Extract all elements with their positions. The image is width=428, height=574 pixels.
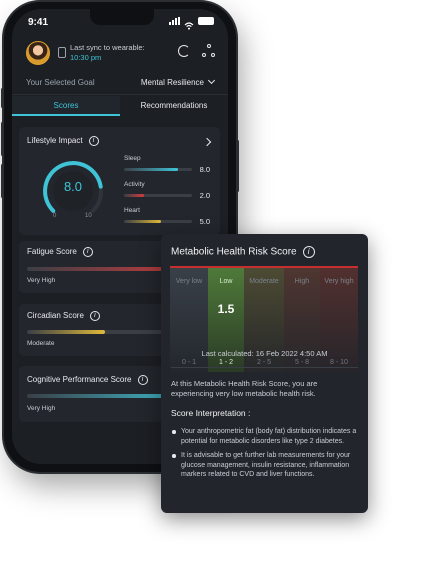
risk-segment-range: 8 - 10	[330, 359, 348, 366]
selected-goal-row: Your Selected Goal Mental Resilience	[12, 75, 228, 95]
gauge-value: 8.0	[63, 179, 83, 194]
circadian-score-title: Circadian Score i	[27, 311, 100, 321]
panel-title-label: Metabolic Health Risk Score	[171, 246, 297, 258]
interpretation-item: It is advisable to get further lab measu…	[171, 451, 358, 480]
score-fill	[27, 330, 105, 334]
metric-track	[124, 194, 192, 197]
notch	[90, 9, 154, 25]
wifi-icon	[184, 17, 194, 30]
divider	[171, 367, 358, 368]
risk-segment-name: Very low	[175, 278, 203, 285]
risk-segment-name: High	[294, 278, 310, 285]
circadian-score-bar	[27, 330, 212, 334]
info-icon[interactable]: i	[302, 246, 315, 258]
score-fill	[27, 394, 198, 398]
metric-fill	[124, 220, 162, 223]
metric-fill	[124, 194, 145, 197]
circadian-score-level: Moderate	[27, 340, 55, 347]
fatigue-score-level: Very High	[27, 277, 56, 284]
risk-segment-low[interactable]: Low 1.5 1 - 2	[208, 268, 244, 372]
risk-segment-high[interactable]: High 5 - 8	[284, 268, 320, 372]
metric-fill	[124, 168, 179, 171]
interpretation-list: Your anthropometric fat (body fat) distr…	[171, 427, 358, 485]
fatigue-score-label: Fatigue Score	[27, 247, 77, 257]
tab-scores[interactable]: Scores	[12, 96, 120, 116]
gauge-min-label: 0	[53, 213, 57, 219]
metric-sleep: Sleep 8.0	[124, 155, 210, 177]
fatigue-score-title: Fatigue Score i	[27, 247, 93, 257]
battery-icon	[198, 17, 214, 25]
risk-segment-very-high[interactable]: Very high 8 - 10	[320, 268, 358, 372]
sync-label: Last sync to wearable:	[70, 43, 145, 52]
risk-summary: At this Metabolic Health Risk Score, you…	[171, 379, 318, 398]
goal-dropdown[interactable]: Mental Resilience	[140, 76, 216, 87]
metric-label: Sleep	[124, 155, 141, 162]
risk-segment-name: Low	[219, 278, 233, 285]
cognitive-performance-score-level: Very High	[27, 405, 56, 412]
metric-activity: Activity 2.0	[124, 181, 210, 203]
cognitive-performance-score-label: Cognitive Performance Score	[27, 375, 132, 385]
tab-recommendations[interactable]: Recommendations	[140, 101, 208, 110]
risk-segment-name: Very high	[324, 278, 354, 285]
avatar[interactable]	[26, 41, 50, 65]
lifestyle-impact-label: Lifestyle Impact	[27, 136, 83, 146]
risk-segment-name: Moderate	[249, 278, 279, 285]
panel-title: Metabolic Health Risk Score i	[171, 246, 315, 258]
gauge-arc	[43, 161, 103, 213]
phone-volume-down-button	[1, 164, 4, 198]
score-fill	[27, 267, 198, 271]
interpretation-item: Your anthropometric fat (body fat) distr…	[171, 427, 358, 446]
metric-value: 5.0	[199, 217, 210, 226]
metric-label: Heart	[124, 207, 140, 214]
sync-time: 10:30 pm	[70, 53, 102, 62]
status-time: 9:41	[28, 17, 49, 28]
info-icon[interactable]: i	[137, 375, 148, 385]
gauge-max-label: 10	[85, 213, 92, 219]
risk-scale: Very low 0 - 1 Low 1.5 1 - 2 Moderate 2 …	[170, 266, 358, 372]
phone-power-button	[236, 140, 239, 192]
info-icon[interactable]: i	[88, 136, 99, 146]
risk-segment-moderate[interactable]: Moderate 2 - 5	[244, 268, 284, 372]
cognitive-performance-score-bar	[27, 394, 212, 398]
metric-heart: Heart 5.0	[124, 207, 210, 229]
last-calculated: Last calculated: 16 Feb 2022 4:50 AM	[201, 349, 328, 358]
cellular-signal-icon	[169, 17, 180, 25]
wearable-watch-icon	[58, 47, 66, 58]
cognitive-performance-score-title: Cognitive Performance Score i	[27, 375, 148, 385]
lifestyle-impact-card[interactable]: Lifestyle Impact i 8.0 0 10 Sleep 8.0 Act…	[19, 127, 220, 235]
app-header: Last sync to wearable: 10:30 pm	[24, 39, 218, 67]
metric-track	[124, 220, 192, 223]
circadian-score-label: Circadian Score	[27, 311, 84, 321]
chevron-down-icon	[207, 76, 216, 85]
lifestyle-gauge: 8.0 0 10	[39, 157, 107, 219]
risk-segment-range: 1 - 2	[218, 359, 233, 366]
status-bar: 9:41	[12, 9, 228, 33]
phone-side-button	[1, 88, 4, 108]
risk-segment-very-low[interactable]: Very low 0 - 1	[170, 268, 208, 372]
goal-value: Mental Resilience	[140, 78, 204, 87]
risk-segment-range: 0 - 1	[181, 359, 196, 366]
lifestyle-impact-title: Lifestyle Impact i	[27, 136, 99, 146]
tab-bar: Scores Recommendations	[12, 96, 228, 116]
refresh-icon[interactable]	[178, 45, 190, 57]
status-icons	[169, 17, 214, 30]
metric-value: 2.0	[199, 191, 210, 200]
sync-status: Last sync to wearable: 10:30 pm	[70, 43, 145, 63]
info-icon[interactable]: i	[89, 311, 100, 321]
metric-track	[124, 168, 192, 171]
info-icon[interactable]: i	[82, 247, 93, 257]
metabolic-health-risk-panel: Metabolic Health Risk Score i Very low 0 …	[161, 234, 368, 513]
share-icon[interactable]	[202, 44, 216, 58]
metric-value: 8.0	[199, 165, 210, 174]
risk-segment-range: 5 - 8	[294, 359, 309, 366]
risk-segment-range: 2 - 5	[256, 359, 271, 366]
metric-label: Activity	[124, 181, 145, 188]
score-interpretation-title: Score Interpretation :	[171, 408, 251, 418]
fatigue-score-bar	[27, 267, 212, 271]
risk-current-value: 1.5	[217, 302, 235, 316]
goal-label: Your Selected Goal	[26, 78, 95, 87]
phone-volume-up-button	[1, 122, 4, 156]
chevron-right-icon[interactable]	[202, 137, 212, 147]
